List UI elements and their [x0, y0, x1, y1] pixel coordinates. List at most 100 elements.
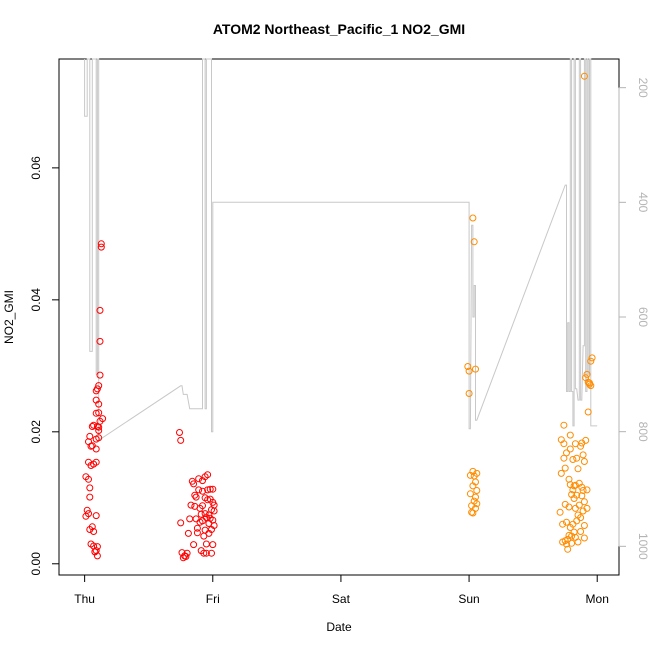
data-point — [85, 475, 92, 483]
data-point — [192, 493, 200, 501]
right-tick-label: 200 — [636, 78, 650, 98]
data-point — [580, 72, 588, 80]
data-point — [580, 534, 588, 542]
data-point — [93, 552, 101, 560]
data-point — [565, 503, 573, 511]
data-point — [86, 484, 94, 492]
data-point — [193, 529, 201, 537]
data-point — [584, 408, 592, 416]
data-point — [96, 337, 104, 345]
data-point — [177, 436, 185, 444]
y-axis: 0.00 0.02 0.04 0.06 — [29, 156, 60, 576]
y-tick-label: 0.06 — [29, 156, 43, 180]
x-tick-label: Sun — [458, 592, 479, 606]
data-point — [472, 478, 479, 486]
data-point — [577, 442, 585, 450]
x-tick-label: Thu — [74, 592, 95, 606]
y-axis-label: NO2_GMI — [2, 290, 16, 344]
data-point — [86, 432, 94, 440]
data-point — [184, 529, 192, 537]
data-point — [561, 464, 569, 472]
data-point — [473, 500, 481, 508]
data-point — [195, 486, 203, 494]
data-point — [577, 528, 585, 535]
data-point — [202, 540, 210, 548]
data-point — [192, 515, 200, 523]
data-point — [466, 490, 474, 498]
data-point — [568, 539, 576, 547]
data-point — [96, 306, 104, 314]
data-point — [465, 367, 473, 375]
data-point — [210, 507, 218, 515]
data-point — [587, 357, 595, 365]
data-point — [202, 549, 210, 557]
right-tick-label: 600 — [636, 307, 650, 327]
data-point — [95, 409, 103, 417]
data-point — [563, 518, 570, 526]
y-tick-label: 0.00 — [29, 552, 43, 576]
right-tick-label: 400 — [636, 192, 650, 212]
data-point — [560, 421, 568, 429]
data-point — [580, 522, 588, 529]
data-point — [88, 523, 96, 531]
data-point — [473, 469, 481, 477]
data-point — [583, 504, 591, 512]
x-tick-label: Fri — [206, 592, 220, 606]
data-point — [560, 440, 568, 448]
data-point — [579, 487, 587, 494]
x-tick-label: Sat — [332, 592, 351, 606]
data-point — [574, 538, 582, 546]
data-point — [99, 415, 107, 423]
data-point — [182, 553, 190, 560]
data-point — [96, 371, 104, 379]
data-point — [95, 382, 103, 390]
data-point — [190, 541, 198, 549]
data-point — [563, 449, 570, 457]
data-point — [464, 363, 472, 370]
data-point — [176, 429, 183, 436]
data-point — [201, 510, 209, 518]
data-point — [210, 522, 218, 529]
x-axis-label: Date — [326, 620, 352, 634]
data-point — [85, 510, 92, 518]
scatter-points-layer — [82, 72, 596, 562]
data-point — [573, 517, 581, 525]
data-point — [588, 354, 596, 362]
data-point — [177, 519, 185, 527]
data-point — [469, 214, 477, 222]
data-point — [206, 485, 214, 493]
data-point — [575, 501, 583, 509]
data-point — [92, 458, 100, 466]
data-point — [469, 467, 477, 475]
data-point — [580, 498, 588, 506]
data-point — [577, 514, 585, 522]
data-point — [199, 487, 206, 495]
data-point — [465, 390, 473, 397]
data-point — [566, 431, 574, 439]
data-point — [92, 445, 100, 453]
data-point — [573, 454, 581, 462]
data-point — [200, 549, 208, 557]
x-axis: Thu Fri Sat Sun Mon — [74, 574, 609, 606]
data-point — [95, 427, 103, 434]
data-point — [90, 528, 98, 535]
data-point — [208, 549, 215, 557]
data-point — [209, 485, 217, 493]
data-point — [92, 547, 100, 555]
data-point — [472, 504, 479, 512]
data-point — [571, 481, 579, 489]
data-point — [574, 465, 582, 473]
data-point — [580, 458, 588, 465]
data-point — [571, 504, 579, 512]
data-point — [199, 502, 206, 510]
data-point — [473, 487, 481, 494]
data-point — [95, 434, 103, 442]
right-axis: 200 400 600 800 1000 — [618, 78, 650, 560]
data-point — [86, 493, 94, 501]
data-point — [183, 549, 191, 557]
pressure-line — [84, 58, 598, 442]
data-point — [556, 508, 564, 516]
data-point — [472, 365, 479, 373]
data-point — [187, 501, 195, 509]
